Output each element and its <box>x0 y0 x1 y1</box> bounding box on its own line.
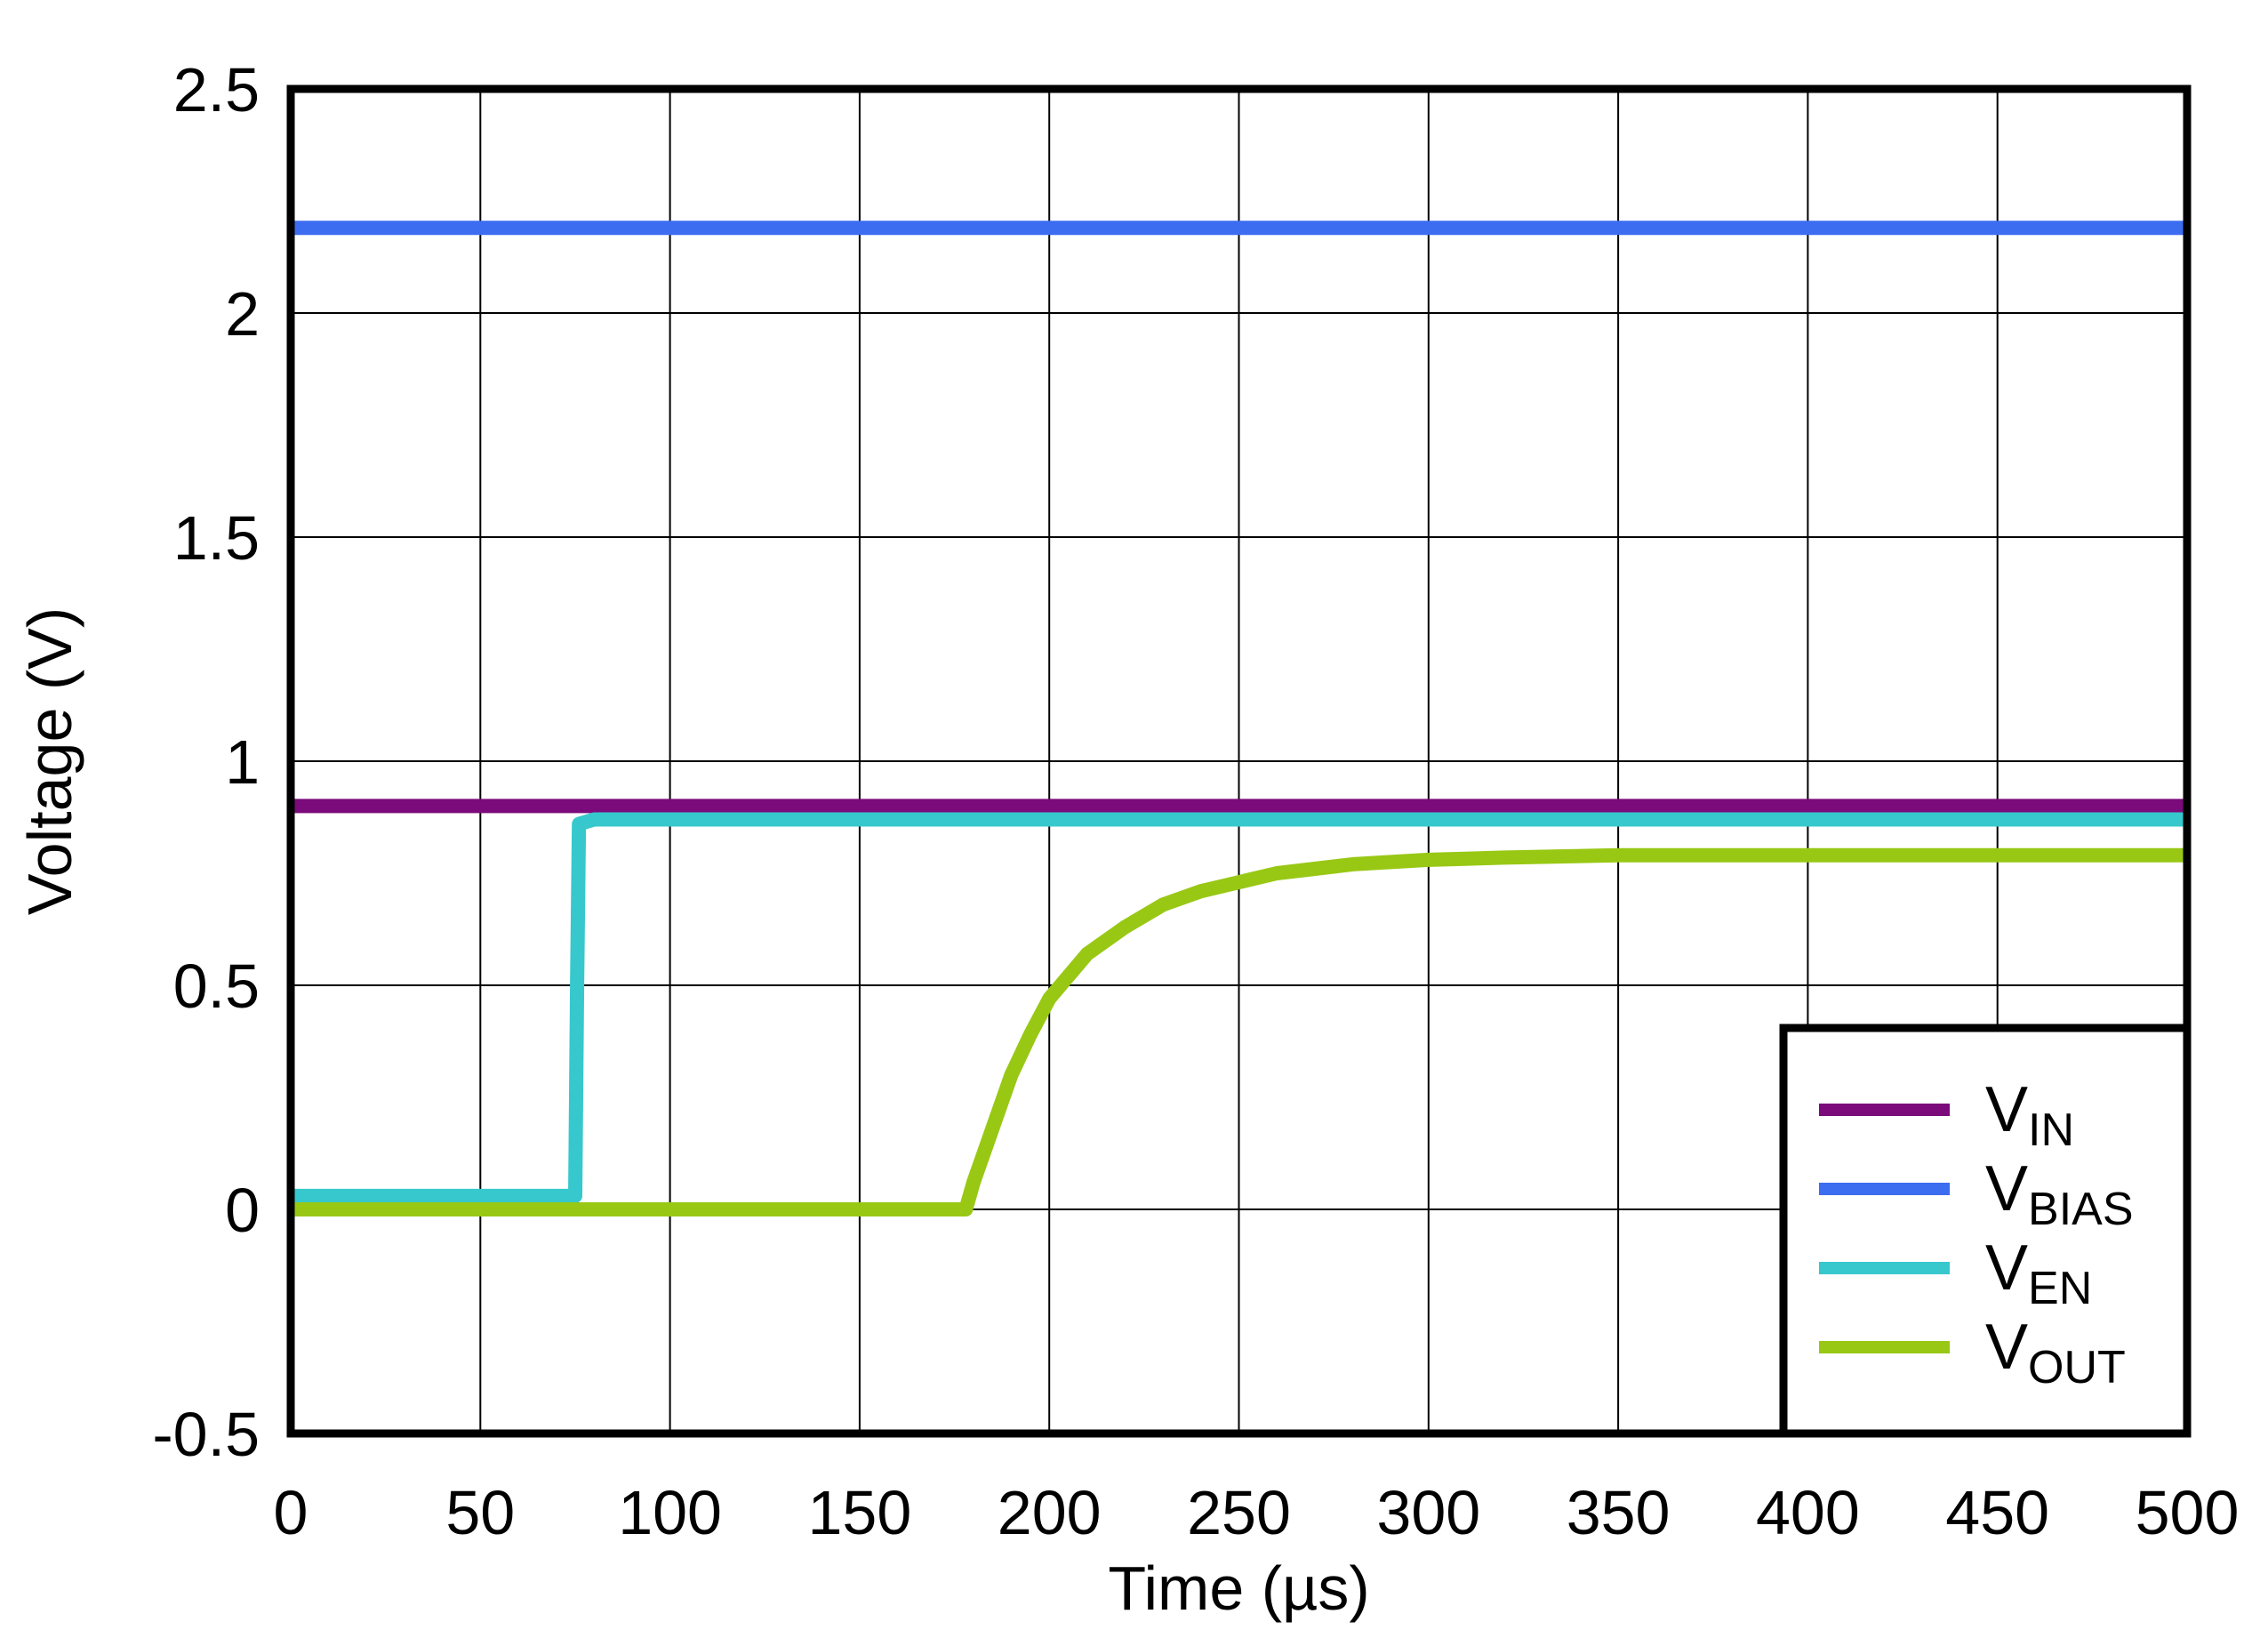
x-tick-label: 0 <box>274 1478 309 1547</box>
y-tick-label: 1.5 <box>173 503 260 573</box>
x-tick-label: 100 <box>618 1478 722 1547</box>
y-tick-label: 2.5 <box>173 55 260 124</box>
legend-box <box>1779 1024 2192 1438</box>
y-tick-label: -0.5 <box>152 1400 260 1469</box>
series-layer <box>291 221 2187 1216</box>
legend-label-v-bias: VBIAS <box>1985 1153 2134 1235</box>
x-tick-label: 400 <box>1756 1478 1860 1547</box>
y-tick-label: 0.5 <box>173 952 260 1021</box>
series-line-v-out <box>291 847 2187 1216</box>
y-tick-label: 0 <box>225 1176 260 1245</box>
x-tick-label: 150 <box>808 1478 912 1547</box>
x-tick-labels: 0 50 100 150 200 250 300 350 400 450 500 <box>274 1478 2240 1547</box>
x-tick-label: 450 <box>1945 1478 2049 1547</box>
y-tick-labels: -0.5 0 0.5 1 1.5 2 2.5 <box>152 55 260 1469</box>
x-tick-label: 250 <box>1187 1478 1291 1547</box>
y-tick-label: 2 <box>225 279 260 349</box>
y-tick-label: 1 <box>225 727 260 797</box>
legend-label-v-en: VEN <box>1985 1233 2092 1314</box>
x-tick-label: 350 <box>1567 1478 1671 1547</box>
x-tick-label: 200 <box>998 1478 1102 1547</box>
x-tick-label: 500 <box>2136 1478 2240 1547</box>
legend-label-v-in: VIN <box>1985 1074 2074 1156</box>
series-line-v-en <box>291 812 2187 1203</box>
x-tick-label: 50 <box>445 1478 515 1547</box>
plot-frame <box>286 84 2192 1438</box>
y-axis-title: Voltage (V) <box>15 607 84 915</box>
legend-label-v-out: VOUT <box>1985 1312 2126 1393</box>
x-tick-label: 300 <box>1376 1478 1480 1547</box>
x-axis-title: Time (µs) <box>1108 1554 1369 1623</box>
